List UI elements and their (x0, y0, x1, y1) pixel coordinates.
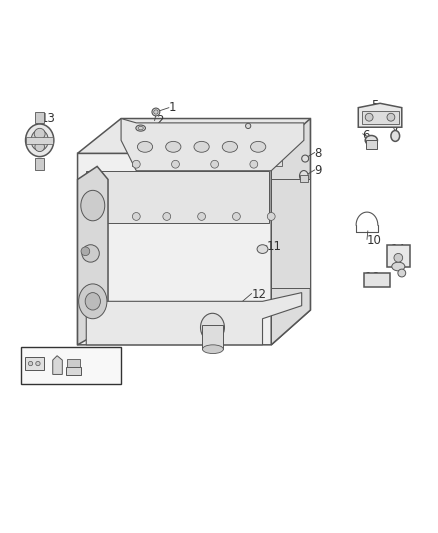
Ellipse shape (391, 131, 399, 141)
Bar (362, 111, 399, 124)
Bar (132, 140, 184, 166)
Ellipse shape (365, 114, 373, 121)
Text: 9: 9 (315, 164, 322, 177)
Ellipse shape (194, 141, 209, 152)
Text: 17: 17 (71, 356, 86, 369)
Ellipse shape (136, 125, 145, 131)
Ellipse shape (302, 155, 309, 162)
Ellipse shape (138, 141, 152, 152)
Ellipse shape (81, 247, 90, 256)
Text: 14: 14 (391, 243, 406, 256)
Text: 13: 13 (41, 112, 56, 125)
Text: 3: 3 (134, 132, 141, 144)
Bar (364, 273, 390, 287)
Ellipse shape (28, 361, 33, 366)
Ellipse shape (132, 160, 140, 168)
Ellipse shape (202, 345, 223, 353)
Ellipse shape (132, 213, 140, 220)
Ellipse shape (138, 126, 143, 130)
Ellipse shape (398, 269, 406, 277)
Text: 7: 7 (393, 121, 401, 134)
Ellipse shape (34, 128, 45, 139)
Text: 10: 10 (367, 234, 382, 247)
Bar (271, 180, 311, 288)
Bar (67, 359, 80, 367)
Polygon shape (271, 118, 311, 345)
Ellipse shape (154, 110, 158, 114)
Ellipse shape (82, 245, 99, 262)
Ellipse shape (172, 160, 180, 168)
Ellipse shape (31, 130, 48, 151)
Bar (35, 112, 44, 123)
Polygon shape (86, 293, 302, 345)
Bar (21, 347, 121, 384)
Ellipse shape (85, 293, 100, 310)
Ellipse shape (246, 123, 251, 128)
Ellipse shape (163, 213, 171, 220)
Text: 18: 18 (36, 351, 51, 365)
Bar (366, 140, 377, 149)
Ellipse shape (79, 284, 107, 319)
Text: 8: 8 (315, 147, 322, 160)
Ellipse shape (251, 141, 266, 152)
Polygon shape (358, 103, 402, 127)
Polygon shape (121, 118, 304, 171)
Ellipse shape (365, 135, 378, 145)
Ellipse shape (152, 108, 160, 116)
Text: 19: 19 (67, 371, 81, 384)
Text: 6: 6 (363, 130, 370, 142)
Text: 1: 1 (169, 101, 177, 114)
Text: 15: 15 (395, 256, 410, 269)
Text: 16: 16 (365, 271, 380, 284)
Ellipse shape (300, 171, 308, 181)
Text: 11: 11 (267, 240, 282, 253)
Bar (230, 140, 282, 166)
Text: 4: 4 (243, 125, 251, 138)
Bar (387, 245, 410, 266)
Bar (25, 357, 44, 370)
Ellipse shape (394, 254, 403, 262)
Ellipse shape (81, 190, 105, 221)
Bar (300, 175, 308, 182)
Polygon shape (78, 154, 311, 345)
Ellipse shape (36, 361, 40, 366)
Ellipse shape (250, 160, 258, 168)
Polygon shape (53, 356, 62, 375)
Ellipse shape (25, 124, 54, 157)
Bar (26, 137, 53, 144)
Bar (165, 140, 217, 166)
Ellipse shape (392, 262, 405, 271)
Ellipse shape (198, 213, 205, 220)
Bar (66, 367, 81, 375)
Text: 2: 2 (156, 114, 163, 127)
Ellipse shape (257, 245, 268, 254)
Polygon shape (78, 118, 311, 171)
Ellipse shape (211, 160, 219, 168)
Ellipse shape (201, 313, 224, 342)
Text: 1: 1 (130, 317, 137, 329)
Bar (35, 158, 44, 170)
Text: 5: 5 (371, 99, 379, 112)
Polygon shape (78, 166, 108, 345)
Ellipse shape (387, 114, 395, 121)
Bar (86, 171, 269, 223)
Ellipse shape (35, 142, 45, 151)
Ellipse shape (233, 213, 240, 220)
Ellipse shape (222, 141, 237, 152)
Text: 12: 12 (252, 288, 267, 301)
Ellipse shape (166, 141, 181, 152)
Ellipse shape (267, 213, 275, 220)
Bar (202, 325, 223, 349)
Bar (197, 140, 250, 166)
